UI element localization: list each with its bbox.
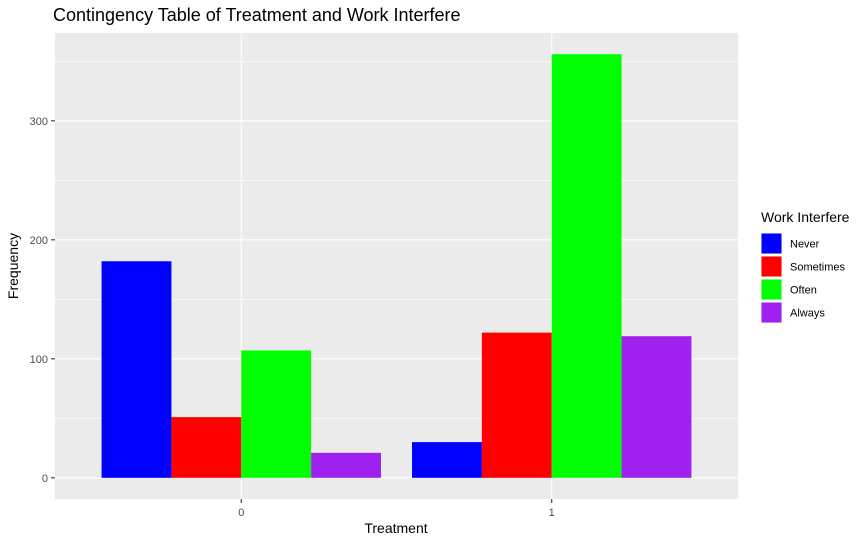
x-axis-title: Treatment — [364, 520, 427, 536]
legend: Work Interfere Never Sometimes Often Always — [761, 209, 850, 323]
legend-swatch-never — [761, 233, 782, 254]
bar-sometimes-0 — [171, 417, 242, 478]
x-tick-label: 1 — [549, 507, 555, 519]
bar-sometimes-1 — [481, 332, 552, 478]
legend-label-never: Never — [790, 239, 820, 251]
bar-always-0 — [311, 452, 381, 478]
chart-title: Contingency Table of Treatment and Work … — [53, 5, 461, 25]
y-tick-label: 200 — [30, 235, 48, 247]
bar-often-0 — [241, 350, 312, 478]
legend-swatch-always — [761, 302, 782, 323]
y-tick-label: 100 — [30, 354, 48, 366]
legend-label-always: Always — [790, 308, 825, 320]
legend-swatch-often — [761, 279, 782, 300]
bars — [101, 54, 692, 478]
legend-title: Work Interfere — [761, 209, 850, 225]
y-tick-label: 0 — [42, 473, 48, 485]
y-tick-label: 300 — [30, 116, 48, 128]
bar-often-1 — [551, 54, 622, 478]
bar-always-1 — [621, 336, 692, 478]
legend-swatch-sometimes — [761, 256, 782, 277]
x-tick-label: 0 — [238, 507, 244, 519]
bar-never-1 — [412, 442, 482, 478]
legend-label-often: Often — [790, 285, 817, 297]
y-axis-title: Frequency — [5, 233, 21, 299]
legend-label-sometimes: Sometimes — [790, 262, 846, 274]
axes: 0 100 200 300 0 1 — [30, 116, 555, 519]
bar-never-0 — [101, 261, 172, 478]
